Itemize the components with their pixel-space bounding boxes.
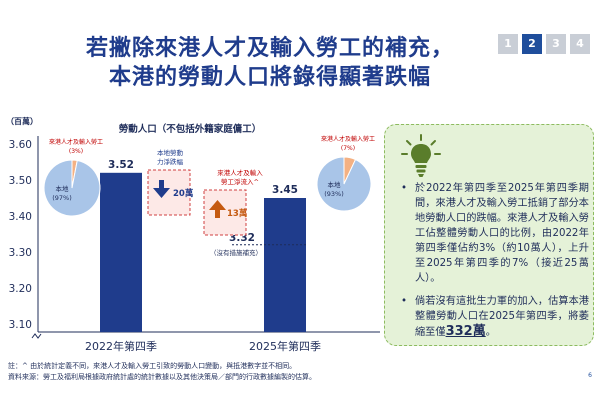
- page-number: 6: [588, 372, 592, 379]
- title-line-1: 若撇除來港人才及輸入勞工的補充，: [85, 36, 454, 61]
- pager-item-1[interactable]: 1: [498, 34, 518, 54]
- x-tick-label-1: 2025年第四季: [249, 339, 321, 353]
- inflow-box: [203, 189, 247, 236]
- pager-item-2[interactable]: 2: [522, 34, 542, 54]
- title-line-2: 本港的勞動人口將錄得顯著跌幅: [108, 65, 431, 90]
- inflow-label-line-2: 勞工淨流入^: [221, 177, 259, 186]
- bar-value-label-1: 3.45: [272, 184, 298, 196]
- chart-title: 勞動人口（不包括外籍家庭傭工）: [119, 123, 262, 135]
- pager: 1 2 3 4: [498, 34, 590, 54]
- y-tick-label-2: 3.30: [9, 247, 32, 259]
- key-point-2-end: 。: [485, 327, 496, 338]
- page-title: 若撇除來港人才及輸入勞工的補充， 本港的勞動人口將錄得顯著跌幅: [70, 34, 470, 92]
- pie-0-local-pct: (97%): [52, 194, 72, 202]
- pie-0-slice-0: [43, 159, 101, 217]
- pie-1-foreign-label: 來港人才及輸入勞工: [321, 135, 375, 143]
- key-point-2-text: 倘若沒有這批生力軍的加入，估算本港整體勞動人口在2025年第四季，將萎縮至僅: [415, 296, 589, 338]
- footnote-source: 資料來源：勞工及福利局根據政府統計處的統計數據以及其他決策局／部門的行政數據編製…: [8, 373, 316, 381]
- axis-break-icon: [31, 333, 42, 339]
- y-tick-label-1: 3.20: [9, 283, 32, 295]
- pie-0-foreign-pct: (3%): [69, 148, 83, 155]
- y-tick-label-4: 3.50: [9, 175, 32, 187]
- local-decline-label-line-1: 本地勞動: [157, 148, 184, 157]
- x-tick-label-0: 2022年第四季: [85, 339, 157, 353]
- y-tick-label-3: 3.40: [9, 211, 32, 223]
- key-points-list: 於2022年第四季至2025年第四季期間，來港人才及輸入勞工抵銷了部分本地勞動人…: [399, 181, 589, 348]
- lightbulb-icon: [401, 134, 441, 177]
- local-decline-value: 20萬: [173, 188, 194, 199]
- y-axis-unit-label: （百萬）: [6, 116, 38, 126]
- pie-0-local-label: 本地: [56, 184, 70, 193]
- pie-1-slice-0: [316, 156, 372, 212]
- inflow-label-line-1: 來港人才及輸入: [217, 168, 263, 177]
- bar-0: [100, 172, 142, 332]
- key-point-2: 倘若沒有這批生力軍的加入，估算本港整體勞動人口在2025年第四季，將萎縮至僅33…: [399, 294, 589, 340]
- pager-item-4[interactable]: 4: [570, 34, 590, 54]
- pager-item-3[interactable]: 3: [546, 34, 566, 54]
- y-tick-label-0: 3.10: [9, 319, 32, 331]
- inflow-value: 13萬: [227, 208, 248, 219]
- footnote-1: 註：^ 由於統計定義不同，來港人才及輸入勞工引致的勞動人口變動，與抵港數字並不相…: [8, 362, 297, 370]
- y-tick-label-5: 3.60: [9, 139, 32, 151]
- key-point-1: 於2022年第四季至2025年第四季期間，來港人才及輸入勞工抵銷了部分本地勞動人…: [399, 181, 589, 286]
- pie-1-local-pct: (93%): [324, 190, 344, 198]
- pie-0-foreign-label: 來港人才及輸入勞工: [49, 138, 103, 146]
- bar-1: [264, 198, 306, 332]
- pie-1-foreign-pct: (7%): [341, 145, 355, 152]
- labour-force-chart: （百萬） 勞動人口（不包括外籍家庭傭工） 3.10 3.20 3.30 3.40 3.50 3…: [6, 116, 380, 353]
- key-points-panel: 於2022年第四季至2025年第四季期間，來港人才及輸入勞工抵銷了部分本地勞動人…: [384, 124, 594, 346]
- bar-value-label-0: 3.52: [108, 159, 134, 171]
- down-arrow-icon: [153, 180, 170, 198]
- local-decline-box: [147, 169, 191, 216]
- up-arrow-icon: [209, 200, 226, 218]
- key-point-2-highlight: 332萬: [445, 324, 486, 339]
- no-supplement-note: （沒有措施補充）: [210, 248, 262, 257]
- footnotes: 註：^ 由於統計定義不同，來港人才及輸入勞工引致的勞動人口變動，與抵港數字並不相…: [8, 361, 316, 383]
- pie-1-local-label: 本地: [328, 180, 342, 189]
- local-decline-label-line-2: 力淨跌幅: [157, 157, 184, 166]
